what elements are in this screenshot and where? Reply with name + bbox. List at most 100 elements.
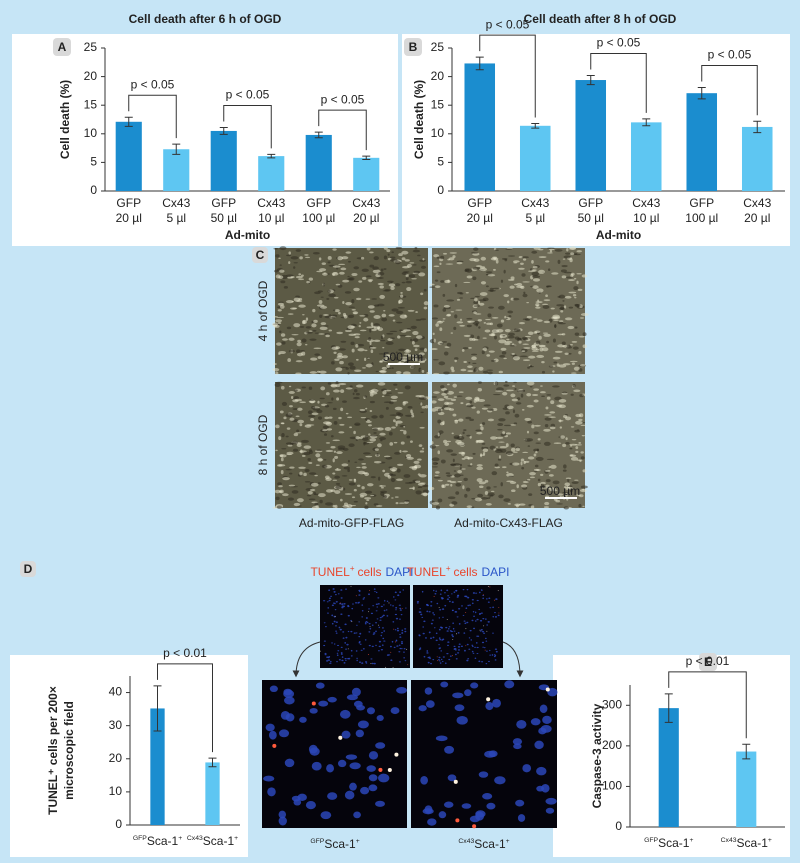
cell-texture [339, 498, 343, 502]
cell-texture [417, 458, 422, 461]
nucleus [396, 645, 399, 647]
nucleus [453, 648, 456, 650]
cell-texture [272, 368, 280, 372]
cell-texture [391, 497, 394, 499]
fluorescence-image [413, 585, 503, 668]
nucleus [471, 645, 474, 648]
cell-texture [450, 366, 455, 371]
cell-texture [576, 459, 583, 462]
cell-texture [354, 369, 362, 373]
cell-texture [475, 313, 482, 315]
cell-texture [393, 419, 396, 423]
cell-texture [500, 279, 504, 283]
cell-texture [511, 343, 515, 346]
nucleus [453, 645, 456, 648]
tunel-spot [446, 619, 448, 620]
nucleus [481, 661, 484, 663]
cell-texture [566, 344, 572, 348]
nucleus [380, 634, 383, 637]
cell-texture [357, 484, 361, 487]
cell-texture [545, 484, 550, 488]
cell-texture [518, 340, 522, 344]
cell-texture [564, 352, 569, 355]
cell-texture [414, 348, 418, 352]
cell-texture [558, 320, 564, 323]
nucleus [515, 799, 525, 807]
cell-texture [508, 315, 512, 318]
nucleus [362, 598, 365, 600]
cell-texture [450, 332, 454, 334]
nucleus [472, 652, 475, 654]
cell-texture [443, 304, 450, 308]
cell-texture [570, 252, 575, 256]
cell-texture [369, 264, 375, 268]
nucleus [492, 616, 495, 618]
tunel-spot [401, 608, 403, 609]
cell-texture [544, 417, 552, 421]
cell-texture [275, 254, 280, 258]
cell-texture [418, 360, 426, 364]
nucleus [335, 594, 337, 596]
cell-texture [485, 502, 492, 506]
nucleus [376, 714, 384, 722]
nucleus [436, 602, 439, 605]
cell-texture [338, 416, 342, 420]
cell-texture [401, 271, 409, 276]
cell-texture [547, 268, 551, 272]
cell-texture [394, 487, 402, 490]
nucleus [432, 636, 435, 639]
cell-texture [508, 475, 514, 478]
nucleus [399, 607, 402, 610]
cell-texture [468, 361, 471, 364]
cell-texture [378, 353, 385, 355]
cell-texture [495, 446, 499, 448]
nucleus [404, 630, 407, 633]
cell-texture [574, 326, 578, 329]
cell-texture [408, 481, 417, 484]
cell-texture [513, 260, 520, 263]
cell-texture [507, 502, 511, 505]
cell-texture [504, 342, 511, 346]
error-bar [531, 123, 540, 129]
stain-dapi: DAPI [482, 565, 510, 579]
cell-texture [541, 395, 545, 398]
nucleus [431, 619, 434, 621]
cell-texture [353, 333, 361, 336]
nucleus [368, 644, 371, 647]
nucleus [392, 605, 395, 607]
x-tick-label: 20 µl [116, 211, 142, 225]
nucleus [395, 640, 398, 642]
cell-texture [282, 477, 290, 481]
cell-texture [412, 264, 417, 266]
cell-texture [386, 249, 391, 253]
tunel-spot [394, 752, 399, 757]
cell-texture [343, 466, 351, 470]
cell-texture [490, 257, 499, 261]
cell-texture [487, 418, 495, 422]
nucleus [383, 609, 386, 612]
cell-texture [431, 466, 438, 468]
cell-texture [565, 477, 572, 480]
cell-texture [433, 254, 440, 258]
cell-texture [308, 399, 315, 401]
cell-texture [577, 288, 583, 291]
cell-texture [282, 338, 288, 341]
cell-texture [526, 478, 531, 481]
cell-texture [405, 276, 409, 281]
cell-texture [274, 382, 281, 388]
cell-texture [318, 493, 326, 498]
cell-texture [506, 480, 514, 483]
cell-texture [582, 421, 586, 424]
nucleus [372, 605, 375, 607]
cell-texture [497, 458, 502, 461]
nucleus [386, 600, 389, 602]
tunel-spot [378, 624, 380, 626]
tunel-spot [407, 664, 409, 666]
cell-texture [389, 330, 398, 333]
cell-texture [403, 430, 407, 435]
cell-texture [536, 448, 540, 452]
cell-texture [308, 414, 316, 418]
cell-texture [325, 334, 330, 338]
cell-texture [552, 370, 555, 373]
nucleus [338, 626, 341, 629]
